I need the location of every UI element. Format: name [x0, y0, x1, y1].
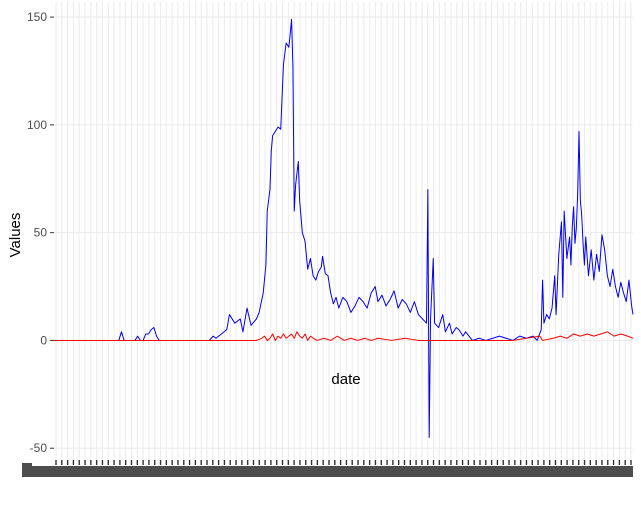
y-tick-label: 50 — [34, 226, 48, 240]
y-tick-label: 150 — [27, 10, 47, 24]
y-tick-label: -50 — [30, 441, 48, 455]
x-axis-title: date — [331, 371, 360, 388]
series-line-blue — [54, 18, 634, 438]
vertical-gridlines — [55, 2, 632, 459]
y-axis: -50 0 50 100 150 — [27, 10, 54, 455]
y-tick-label: 100 — [27, 118, 47, 132]
series-layer — [54, 18, 634, 438]
x-tick-labels-overplotted — [24, 466, 633, 477]
y-tick-label: 0 — [40, 333, 47, 347]
series-line-red — [54, 331, 634, 341]
x-axis-overplotted-ticks — [22, 460, 633, 477]
y-axis-title: Values — [7, 213, 24, 258]
x-tick-labels-overplotted-start — [22, 463, 32, 477]
